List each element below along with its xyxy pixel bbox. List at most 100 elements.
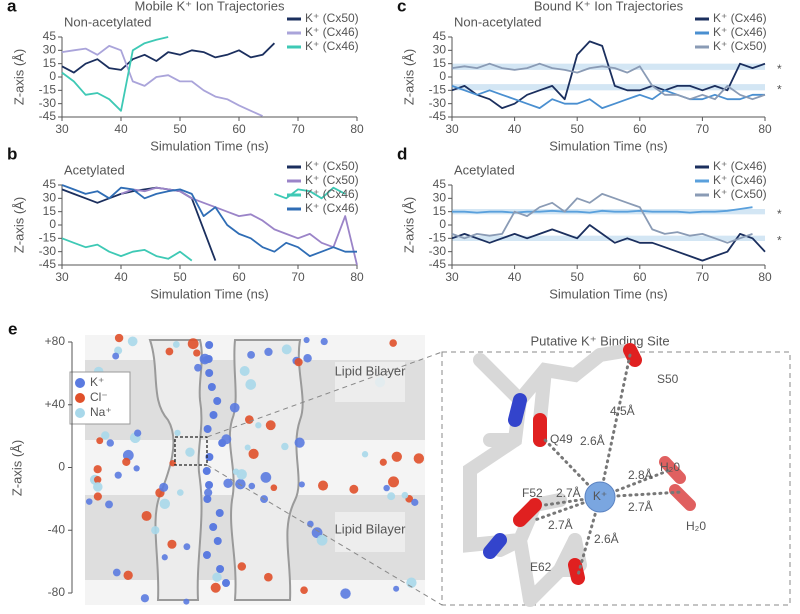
- trajectory-line: [61, 36, 169, 112]
- x-tick-label: 40: [114, 270, 128, 284]
- ion-dot: [161, 554, 168, 561]
- x-tick-label: 30: [55, 270, 69, 284]
- ion-dot: [96, 437, 104, 445]
- ion-dot: [210, 582, 221, 593]
- x-tick-label: 30: [55, 122, 69, 136]
- y-tick-label: 15: [433, 56, 447, 70]
- ion-dot: [281, 442, 289, 451]
- subtitle: Non-acetylated: [64, 14, 151, 29]
- y-tick-label: 0: [439, 217, 446, 231]
- residue-label: S50: [657, 372, 679, 386]
- channel: [228, 339, 304, 601]
- channel: [148, 339, 203, 601]
- x-tick-label: 40: [114, 122, 128, 136]
- ion-dot: [294, 437, 305, 448]
- x-tick-label: 80: [758, 122, 772, 136]
- y-tick-label: -15: [429, 83, 447, 97]
- ion-dot: [167, 539, 177, 549]
- x-tick-label: 70: [696, 270, 710, 284]
- ion-dot: [185, 447, 195, 457]
- ion-dot: [209, 411, 218, 419]
- legend-label: K⁺ (Cx46): [713, 159, 767, 173]
- x-axis-label: Simulation Time (ns): [150, 286, 268, 301]
- ion-dot: [303, 336, 310, 344]
- distance-label: 2.7Å: [548, 517, 573, 532]
- ion-dot: [194, 363, 202, 372]
- inset-box: [441, 351, 791, 606]
- y-tick-label: -30: [429, 96, 447, 110]
- ion-dot: [223, 478, 233, 488]
- bilayer-label: Lipid Bilayer: [335, 363, 406, 378]
- subtitle: Acetylated: [454, 162, 515, 177]
- distance-label: 4.5Å: [610, 403, 635, 418]
- legend-label: K⁺ (Cx46): [713, 11, 767, 25]
- x-tick-label: 40: [508, 122, 522, 136]
- x-tick-label: 80: [350, 122, 364, 136]
- y-tick-label: 15: [43, 56, 57, 70]
- ion-dot: [174, 429, 181, 437]
- ion-dot: [101, 431, 110, 440]
- ion-dot: [320, 337, 328, 346]
- x-axis-label: Simulation Time (ns): [150, 138, 268, 153]
- x-tick-label: 40: [508, 270, 522, 284]
- ion-dot: [169, 459, 176, 467]
- ion-dot: [183, 543, 191, 551]
- x-tick-label: 60: [633, 122, 647, 136]
- x-tick-label: 50: [571, 270, 585, 284]
- ion-dot: [133, 465, 140, 472]
- y-tick-label: 0: [439, 69, 446, 83]
- legend-label: Cl⁻: [90, 390, 108, 404]
- annotation: *: [777, 82, 782, 96]
- trajectory-line: [452, 206, 753, 214]
- annotation: *: [777, 62, 782, 76]
- subtitle: Non-acetylated: [454, 14, 541, 29]
- inset-title: Putative K⁺ Binding Site: [530, 333, 669, 348]
- legend-swatch: [75, 378, 85, 388]
- x-tick-label: 60: [232, 270, 246, 284]
- ion-dot: [213, 397, 222, 405]
- zoom-line: [206, 464, 443, 606]
- legend-label: K⁺ (Cx46): [305, 187, 359, 201]
- ion-dot: [239, 366, 250, 377]
- label-bg: [335, 362, 405, 402]
- legend-swatch: [75, 393, 85, 403]
- water-label: H₂0: [660, 460, 680, 474]
- y-tick-label: -80: [48, 585, 66, 599]
- residue-label: E62: [530, 560, 552, 574]
- residue-label: F52: [522, 486, 543, 500]
- ion-dot: [183, 598, 190, 605]
- ion-dot: [207, 383, 216, 391]
- y-axis-label: Z-axis (Å): [401, 49, 416, 105]
- y-tick-label: -30: [429, 244, 447, 258]
- trajectory-line: [61, 184, 357, 257]
- trajectory-line: [120, 186, 358, 266]
- y-tick-label: -40: [48, 522, 66, 536]
- ion-dot: [316, 534, 328, 546]
- ion-dot: [159, 498, 171, 509]
- legend-label: K⁺ (Cx50): [305, 159, 359, 173]
- ion-dot: [245, 379, 257, 390]
- ion-dot: [248, 448, 259, 459]
- molecule: [463, 343, 696, 607]
- annotation: *: [777, 207, 782, 221]
- ion-dot: [303, 353, 312, 363]
- ion-dot: [204, 355, 213, 363]
- ion-dot: [237, 562, 247, 571]
- ion-dot: [298, 481, 305, 488]
- ion-dot: [105, 500, 113, 509]
- y-tick-label: 45: [433, 177, 447, 191]
- trajectory-line: [61, 42, 276, 74]
- legend-label: K⁺ (Cx46): [305, 39, 359, 53]
- legend-label: K⁺ (Cx50): [713, 187, 767, 201]
- water-label: H₂0: [686, 519, 706, 533]
- trajectory-line: [451, 193, 753, 244]
- ion-dot: [205, 341, 214, 349]
- x-tick-label: 50: [173, 122, 187, 136]
- y-tick-label: 30: [43, 191, 57, 205]
- ion-dot: [264, 572, 273, 582]
- x-tick-label: 70: [291, 122, 305, 136]
- y-axis-label: Z-axis (Å): [11, 49, 26, 105]
- ion-dot: [93, 465, 102, 474]
- legend-swatch: [75, 408, 85, 418]
- ion-dot: [215, 509, 224, 517]
